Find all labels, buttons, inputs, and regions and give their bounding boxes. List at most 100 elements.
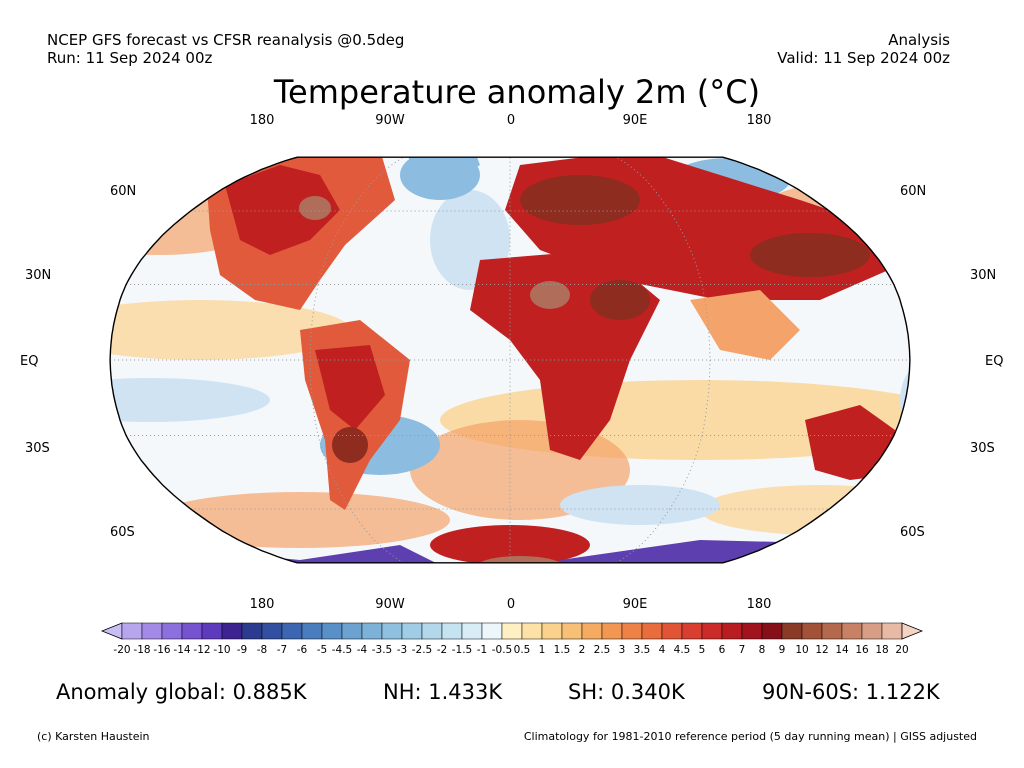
latitude-label: 60S [110,525,135,540]
latitude-label: 60N [110,184,136,199]
colorbar-swatch [701,622,723,640]
longitude-labels-bottom: 180 90W 0 90E 180 [250,597,772,612]
colorbar-swatch [441,622,463,640]
colorbar-swatch [321,622,343,640]
colorbar-tick-label: -10 [213,644,230,656]
colorbar-swatch [341,622,363,640]
colorbar-tick-label: -4 [357,644,368,656]
colorbar-tick-label: 8 [759,644,766,656]
anomaly-region [475,556,565,563]
colorbar-swatch [161,622,183,640]
longitude-label: 90W [375,113,405,128]
colorbar-swatch [541,622,563,640]
colorbar-tick-label: -5 [317,644,327,656]
colorbar-swatch [561,622,583,640]
colorbar-tick-label: -9 [237,644,247,656]
run-time: Run: 11 Sep 2024 00z [47,49,213,67]
anomaly-region [610,565,750,585]
map-title: Temperature anomaly 2m (°C) [273,73,761,111]
latitude-label: 30S [970,441,995,456]
stat-90n-60s: 90N-60S: 1.122K [762,680,940,704]
anomaly-region [110,300,350,360]
stat-global: Anomaly global: 0.885K [56,680,307,704]
header-right: Analysis Valid: 11 Sep 2024 00z [777,31,950,67]
anomaly-region [590,280,650,320]
longitude-labels-top: 180 90W 0 90E 180 [250,113,772,128]
anomaly-region [110,378,270,422]
anomaly-region [315,345,385,430]
colorbar-tick-label: 10 [795,644,808,656]
colorbar-swatch [381,622,403,640]
colorbar-swatch [261,622,283,640]
latitude-label: EQ [985,354,1003,369]
colorbar-swatch [461,622,483,640]
colorbar-labels: -20 -18 -16 -14 -12 -10 -9 -8 -7 -6 -5 -4.5 -4 -3.5 -3… [113,644,908,656]
colorbar-swatch [741,622,763,640]
anomaly-region [530,281,570,309]
colorbar-swatch [221,622,243,640]
anomaly-region [140,540,900,563]
colorbar-tick-label: 18 [875,644,888,656]
colorbar-tick-label: -2 [437,644,447,656]
valid-time: Valid: 11 Sep 2024 00z [777,49,950,67]
colorbar-swatch [501,622,523,640]
colorbar-swatch [721,622,743,640]
colorbar-swatch [201,622,223,640]
colorbar-swatch [241,622,263,640]
anomaly-region [690,290,800,360]
colorbar-tick-label: -14 [173,644,190,656]
anomaly-region [150,492,450,548]
colorbar-tick-label: 2.5 [594,644,611,656]
colorbar-swatch [181,622,203,640]
colorbar-tick-label: -3.5 [372,644,393,656]
colorbar-swatches [100,622,924,640]
colorbar-swatch [621,622,643,640]
colorbar-tick-label: 4 [659,644,666,656]
colorbar-tick-label: -4.5 [332,644,353,656]
graticule [110,157,910,563]
colorbar-swatch [841,622,863,640]
colorbar-tick-label: -6 [297,644,308,656]
anomaly-region [332,427,368,463]
colorbar-swatch [281,622,303,640]
climatology-note: Climatology for 1981-2010 reference peri… [523,730,977,743]
header-left: NCEP GFS forecast vs CFSR reanalysis @0.… [47,31,404,67]
colorbar-swatch [761,622,783,640]
colorbar-swatch [301,622,323,640]
anomaly-stats: Anomaly global: 0.885K NH: 1.433K SH: 0.… [0,679,1024,707]
model-description: NCEP GFS forecast vs CFSR reanalysis @0.… [47,31,405,49]
colorbar-swatch [781,622,803,640]
colorbar-tick-label: -18 [133,644,150,656]
longitude-gridline [616,157,711,563]
colorbar-tick-label: 14 [835,644,849,656]
colorbar-swatch [421,622,443,640]
anomaly-region [175,548,255,563]
colorbar-swatch [681,622,703,640]
colorbar-swatch [361,622,383,640]
colorbar-tick-label: 9 [779,644,786,656]
colorbar-tick-label: 0.5 [514,644,531,656]
anomaly-region [405,157,480,190]
colorbar-min-arrow [100,622,123,640]
colorbar-tick-label: -2.5 [412,644,433,656]
colorbar-tick-label: -3 [397,644,407,656]
colorbar-tick-label: 6 [719,644,726,656]
stat-southern-hemisphere: SH: 0.340K [568,680,685,704]
latitude-label: 60N [900,184,926,199]
longitude-label: 0 [507,113,515,128]
colorbar-tick-label: 12 [815,644,828,656]
latitude-labels-left: 60N 30N EQ 30S 60S [20,184,136,540]
colorbar-tick-label: -0.5 [492,644,513,656]
anomaly-region [225,165,340,255]
colorbar-swatch [141,622,163,640]
longitude-label: 180 [250,113,275,128]
colorbar-tick-label: -8 [257,644,267,656]
anomaly-region [520,175,640,225]
latitude-label: 30S [25,441,50,456]
colorbar-tick-label: 7 [739,644,746,656]
colorbar-swatch [881,622,903,640]
colorbar-tick-label: -1 [477,644,487,656]
longitude-label: 0 [507,597,515,612]
copyright: (c) Karsten Haustein [37,730,150,743]
colorbar-swatch [481,622,503,640]
